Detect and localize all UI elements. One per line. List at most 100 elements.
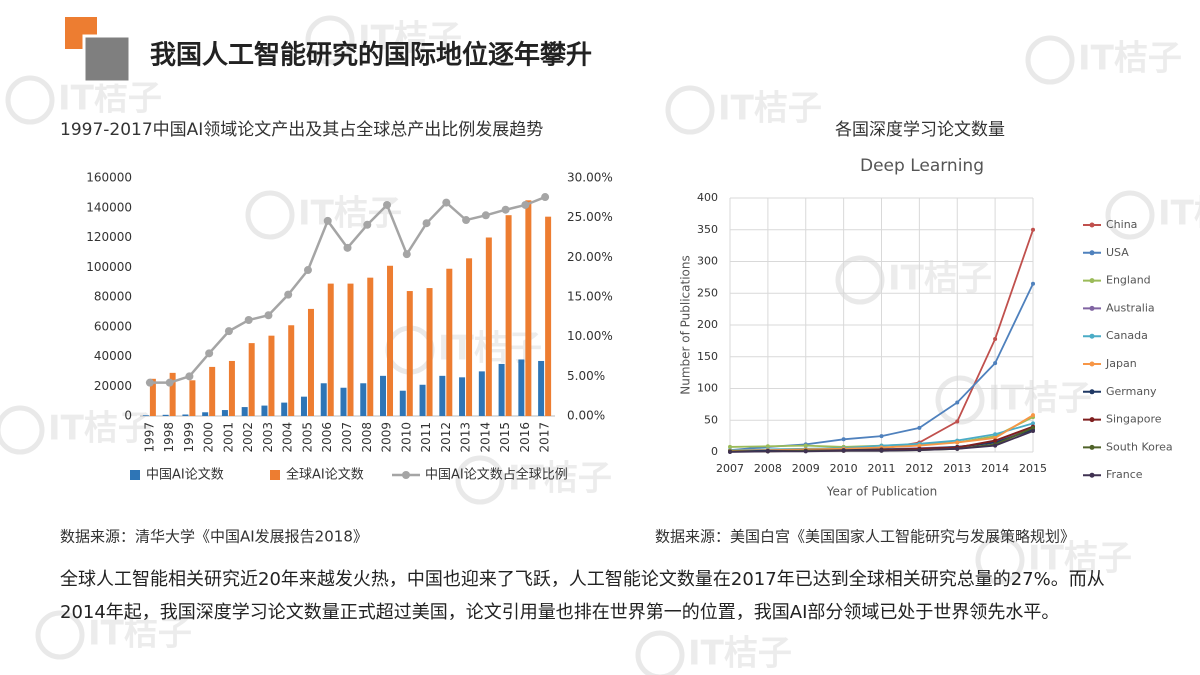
legend-swatch	[1089, 222, 1095, 228]
x-tick-label: 1998	[162, 422, 176, 453]
bar	[268, 335, 275, 416]
legend-swatch	[1089, 472, 1095, 478]
watermark-icon	[835, 255, 885, 305]
y-axis-label: Number of Publications	[679, 255, 693, 395]
point	[462, 216, 471, 225]
legend-label: South Korea	[1106, 440, 1173, 453]
point	[383, 200, 392, 209]
point	[803, 443, 808, 448]
point	[841, 437, 846, 442]
y-tick-label: 250	[697, 286, 718, 299]
bar	[518, 359, 525, 416]
bar	[545, 216, 552, 416]
y-tick-label: 100000	[86, 260, 132, 274]
bar	[387, 265, 394, 416]
bar	[169, 372, 176, 416]
x-axis-label: Year of Publication	[826, 485, 937, 499]
y2-tick-label: 5.00%	[567, 369, 605, 383]
watermark-icon	[665, 85, 715, 135]
bar	[320, 383, 327, 416]
point	[185, 372, 194, 381]
icon	[82, 34, 132, 84]
bar	[406, 291, 413, 416]
watermark-icon	[245, 190, 295, 240]
legend-swatch	[1089, 278, 1095, 284]
point	[765, 444, 770, 449]
bar	[248, 343, 255, 416]
x-tick-label: 2014	[981, 462, 1009, 475]
point	[224, 327, 233, 336]
point	[481, 211, 490, 220]
y-tick-label: 0	[711, 445, 718, 458]
x-tick-label: 2014	[478, 422, 492, 453]
x-tick-label: 2003	[261, 422, 275, 453]
x-tick-label: 2006	[320, 422, 334, 453]
point	[1031, 429, 1035, 434]
x-tick-label: 2004	[281, 422, 295, 453]
legend-swatch	[130, 470, 140, 480]
point	[541, 193, 550, 202]
legend-label: China	[1106, 218, 1137, 231]
watermark: IT桔子	[58, 79, 162, 119]
x-tick-label: 2015	[1019, 462, 1047, 475]
y2-tick-label: 10.00%	[567, 329, 613, 343]
x-tick-label: 2010	[399, 422, 413, 453]
x-tick-label: 2001	[221, 422, 235, 453]
x-tick-label: 2009	[380, 422, 394, 453]
point	[955, 419, 960, 424]
watermark-icon	[1105, 190, 1155, 240]
point	[993, 336, 998, 341]
legend-label: 中国AI论文数	[146, 468, 224, 483]
y-tick-label: 120000	[86, 230, 132, 244]
watermark-icon	[0, 405, 45, 455]
point	[993, 361, 998, 366]
watermark: IT桔子	[888, 259, 992, 299]
legend-label: Japan	[1105, 357, 1137, 370]
legend-label: Germany	[1106, 385, 1157, 398]
x-tick-label: 1997	[142, 422, 156, 453]
bar	[340, 387, 347, 416]
bar	[399, 390, 406, 416]
bar	[538, 360, 545, 416]
point	[343, 243, 352, 252]
bar	[478, 371, 485, 416]
y2-tick-label: 20.00%	[567, 250, 613, 264]
x-tick-label: 2005	[300, 422, 314, 453]
source: 数据来源：美国白宫《美国国家人工智能研究与发展策略规划》	[655, 528, 1075, 546]
point	[955, 440, 960, 445]
x-tick-label: 2016	[518, 422, 532, 453]
y-tick-label: 400	[697, 191, 718, 204]
point	[402, 250, 411, 259]
x-tick-label: 2009	[792, 462, 820, 475]
y-tick-label: 350	[697, 223, 718, 236]
bar	[327, 283, 334, 416]
point	[264, 311, 273, 320]
legend-swatch	[1089, 389, 1095, 395]
x-tick-label: 2017	[538, 422, 552, 453]
point	[993, 443, 998, 448]
point	[728, 450, 732, 454]
bar	[261, 405, 268, 416]
bar	[360, 383, 367, 416]
point	[803, 449, 808, 454]
bar	[466, 258, 473, 416]
point	[841, 448, 846, 453]
y-tick-label: 150	[697, 350, 718, 363]
legend-label: France	[1106, 468, 1143, 481]
bar	[439, 375, 446, 416]
chart-heading: 各国深度学习论文数量	[835, 120, 1005, 140]
point	[917, 425, 922, 430]
watermark: IT桔子	[48, 409, 152, 449]
bar	[505, 215, 512, 416]
y-tick-label: 200	[697, 318, 718, 331]
point	[284, 290, 293, 299]
point	[1031, 413, 1035, 418]
legend-label: Singapore	[1106, 413, 1162, 426]
y-tick-label: 40000	[94, 349, 132, 363]
y-tick-label: 100	[697, 382, 718, 395]
watermark: IT桔子	[358, 19, 462, 59]
legend-label: Australia	[1106, 301, 1155, 314]
point	[728, 444, 732, 449]
